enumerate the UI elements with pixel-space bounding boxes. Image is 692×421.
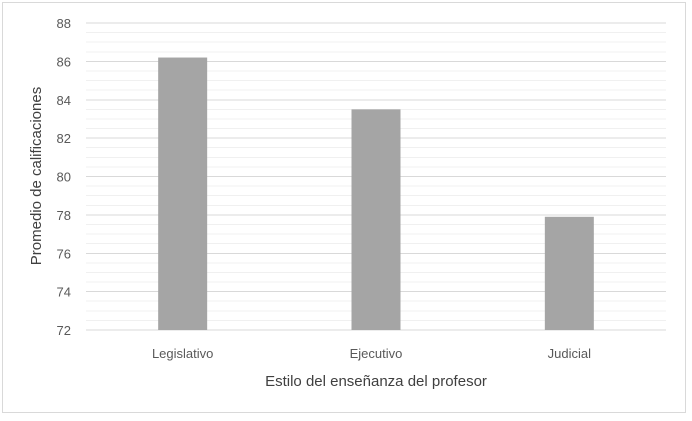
y-tick-label: 88 (57, 16, 71, 31)
bars (158, 57, 594, 330)
x-tick-label: Legislativo (152, 346, 213, 361)
x-tick-labels: Legislativo Ejecutivo Judicial (152, 346, 591, 361)
bar-judicial (544, 216, 594, 330)
y-tick-labels: 72 74 76 78 80 82 84 86 88 (57, 16, 71, 338)
y-axis-title: Promedio de calificaciones (28, 87, 45, 265)
y-tick-label: 86 (57, 54, 71, 69)
y-tick-label: 74 (57, 285, 71, 300)
y-tick-label: 76 (57, 246, 71, 261)
bar-ejecutivo (351, 109, 401, 330)
x-tick-label: Ejecutivo (350, 346, 403, 361)
bar-legislativo (158, 57, 208, 330)
y-tick-label: 84 (57, 93, 71, 108)
x-tick-label: Judicial (548, 346, 591, 361)
y-tick-label: 82 (57, 131, 71, 146)
y-tick-label: 80 (57, 170, 71, 185)
y-tick-label: 72 (57, 323, 71, 338)
x-axis-title: Estilo del enseñanza del profesor (265, 373, 487, 390)
y-tick-label: 78 (57, 208, 71, 223)
